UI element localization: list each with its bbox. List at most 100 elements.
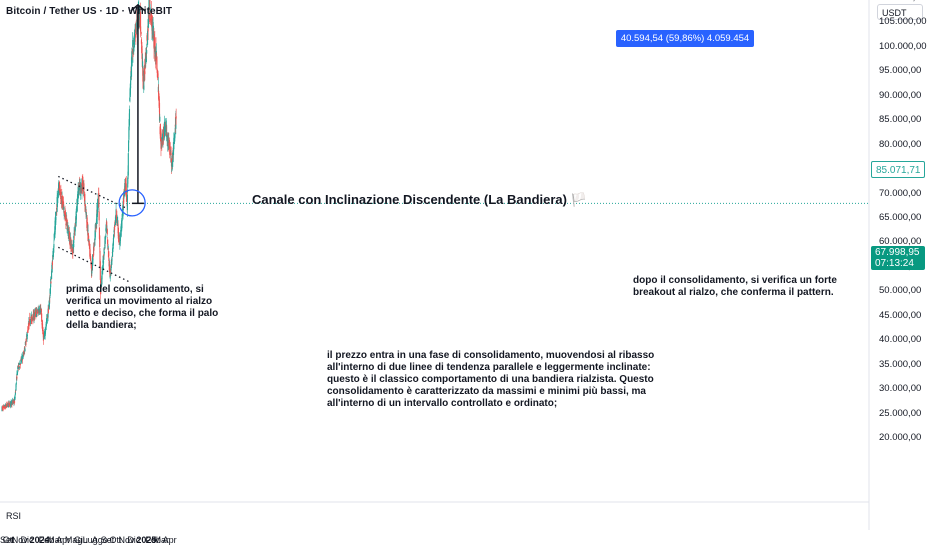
symbol-title[interactable]: Bitcoin / Tether US · 1D · WhiteBIT [6,6,173,17]
candle-body [10,401,12,406]
candle-body [23,353,25,355]
candle-body [65,212,67,221]
candle-body [140,11,142,32]
time-axis-label: 2025 [136,535,157,545]
pattern-heading[interactable]: Canale con Inclinazione Discendente (La … [252,192,587,207]
candle-body [7,403,9,405]
candle-body [114,226,116,231]
candle-body [170,152,172,155]
price-axis-label: 90.000,00 [879,89,922,101]
candle-body [84,193,86,207]
rsi-pane-label[interactable]: RSI [6,511,22,521]
candle-body [174,131,176,138]
last-price-value: 67.998,95 [875,247,920,258]
price-axis-label: 40.000,00 [879,334,922,346]
candle-body [17,365,19,368]
time-axis-label: Nov [118,535,135,545]
candle-body [26,334,28,337]
candle-body [119,238,121,245]
candle-body [50,281,52,284]
candle-body [161,137,163,145]
candle-body [47,308,49,314]
candle-body [145,57,147,63]
breakout-circle[interactable] [118,189,146,217]
candle-body [19,364,21,365]
candle-body [103,251,105,254]
time-axis-label: Set [0,535,14,545]
candle-body [30,314,33,317]
candle-body [166,133,168,136]
candle-body [142,61,144,69]
candle-body [95,223,97,227]
price-axis-label: 45.000,00 [879,309,922,321]
candle-body [91,269,93,274]
candle-body [172,158,174,159]
candle-body [28,318,30,325]
candle-body [19,363,21,366]
candle-body [106,229,108,234]
candle-body [72,247,74,254]
candle-body [18,367,21,368]
candle-body [154,37,156,49]
candle-body [14,396,16,399]
candle-body [109,269,111,277]
candle-body [105,235,107,240]
candle-body [29,321,31,323]
candle-body [92,258,94,261]
candle-body [151,14,153,20]
price-axis-label: 65.000,00 [879,212,922,223]
candle-body [18,363,20,365]
price-axis-label: 35.000,00 [879,358,922,370]
currency-button[interactable]: USDT [877,4,923,20]
candle-body [25,339,27,343]
note-consolidation[interactable]: il prezzo entra in una fase di consolida… [327,350,655,409]
candle-body [87,230,89,231]
price-axis-label: 110.000,00 [879,0,926,3]
candle-body [109,275,111,279]
time-axis-label: Nov [11,535,28,545]
current-price-tag: 85.071,71 [871,161,925,178]
candle-body [24,348,26,352]
candle-body [9,402,11,406]
time-axis-label: Feb [38,535,55,545]
candle-body [94,233,96,238]
candle-body [59,189,61,191]
candle-body [53,244,55,248]
note-breakout[interactable]: dopo il consolidamento, si verifica un f… [633,275,837,298]
candle-body [63,207,65,210]
candle-body [41,313,43,322]
time-axis-label: Ott [109,535,122,545]
trendline-upper[interactable] [58,175,127,209]
candle-body [62,201,65,207]
candle-body [75,214,77,220]
time-axis-label: 2024 [29,535,50,545]
candle-body [9,406,11,407]
candle-body [22,357,24,359]
candle-body [2,407,4,410]
price-axis-label: 60.000,00 [879,236,922,248]
candle-body [164,124,166,132]
candle-body [78,185,80,191]
price-axis-label: 70.000,00 [879,187,922,199]
candle-body [4,404,7,409]
candle-body [15,382,17,385]
candle-body [170,151,172,153]
candle-body [133,42,135,45]
candle-body [83,183,85,191]
candle-body [134,35,136,39]
candle-body [99,261,101,280]
candle-body [90,256,92,261]
time-axis-label: Apr [162,535,177,545]
candle-body [89,253,91,257]
candle-body [24,341,26,346]
candle-body [60,197,62,199]
candle-body [99,235,101,248]
candle-body [70,245,72,247]
candle-body [66,218,68,223]
measure-label: 40.594,54 (59,86%) 4.059.454 [616,30,754,47]
time-axis-label: Dic [127,535,141,545]
time-axis-label: Feb [145,535,161,545]
note-flagpole[interactable]: prima del consolidamento, si verifica un… [66,284,219,331]
candle-body [16,371,19,376]
